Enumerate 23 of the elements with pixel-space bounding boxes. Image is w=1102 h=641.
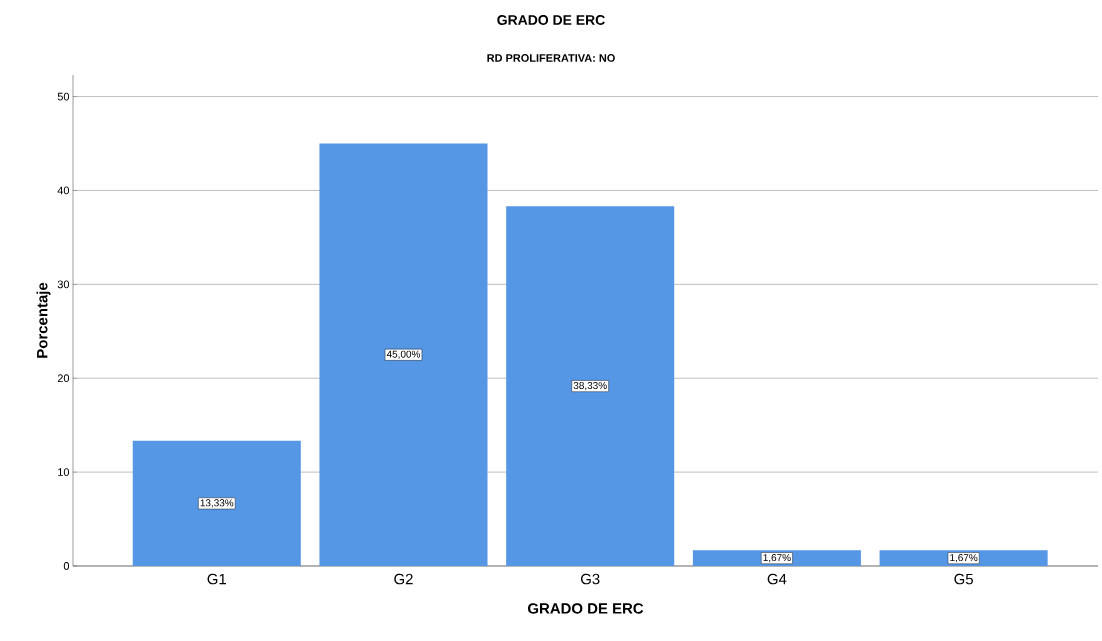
x-tick-label: G3	[580, 573, 600, 585]
chart-title: GRADO DE ERC	[497, 15, 605, 25]
x-tick-label: G1	[207, 573, 227, 585]
y-tick-label: 30	[57, 280, 70, 289]
x-tick-label: G4	[767, 573, 787, 585]
bar	[506, 206, 675, 566]
y-tick-label: 40	[57, 186, 70, 195]
y-tick-label: 10	[58, 468, 70, 476]
data-label: 1,67%	[950, 554, 978, 563]
x-axis-title: GRADO DE ERC	[528, 603, 644, 614]
y-axis-title: Porcentaje	[36, 282, 51, 358]
y-tick-label: 0	[63, 562, 70, 570]
x-tick-label: G5	[954, 573, 973, 585]
x-tick-label: G2	[394, 573, 413, 585]
y-tick-label: 20	[57, 374, 70, 383]
chart-subtitle: RD PROLIFERATIVA: NO	[487, 54, 615, 62]
bar	[319, 143, 488, 566]
data-label: 38,33%	[573, 381, 607, 391]
data-label: 1,67%	[763, 554, 791, 563]
data-label: 13,33%	[200, 499, 234, 508]
data-label: 45,00%	[386, 350, 421, 359]
y-tick-label: 50	[57, 92, 70, 101]
bar	[132, 440, 301, 566]
